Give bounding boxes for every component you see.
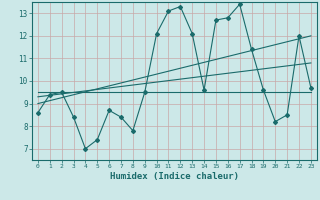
X-axis label: Humidex (Indice chaleur): Humidex (Indice chaleur) [110, 172, 239, 181]
